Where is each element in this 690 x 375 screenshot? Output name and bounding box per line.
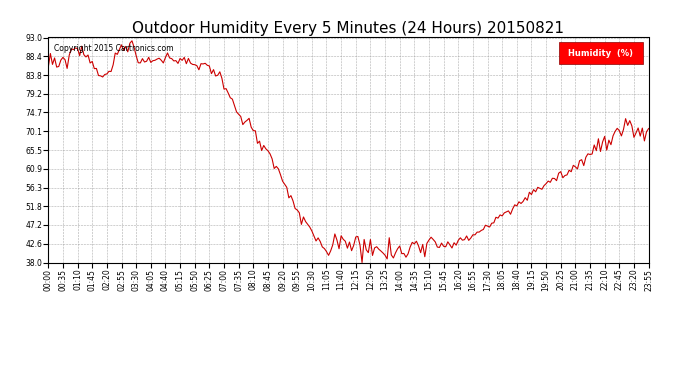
- FancyBboxPatch shape: [558, 42, 642, 64]
- Title: Outdoor Humidity Every 5 Minutes (24 Hours) 20150821: Outdoor Humidity Every 5 Minutes (24 Hou…: [132, 21, 564, 36]
- Text: Humidity  (%): Humidity (%): [568, 49, 633, 58]
- Text: Copyright 2015 Cartronics.com: Copyright 2015 Cartronics.com: [55, 44, 174, 53]
